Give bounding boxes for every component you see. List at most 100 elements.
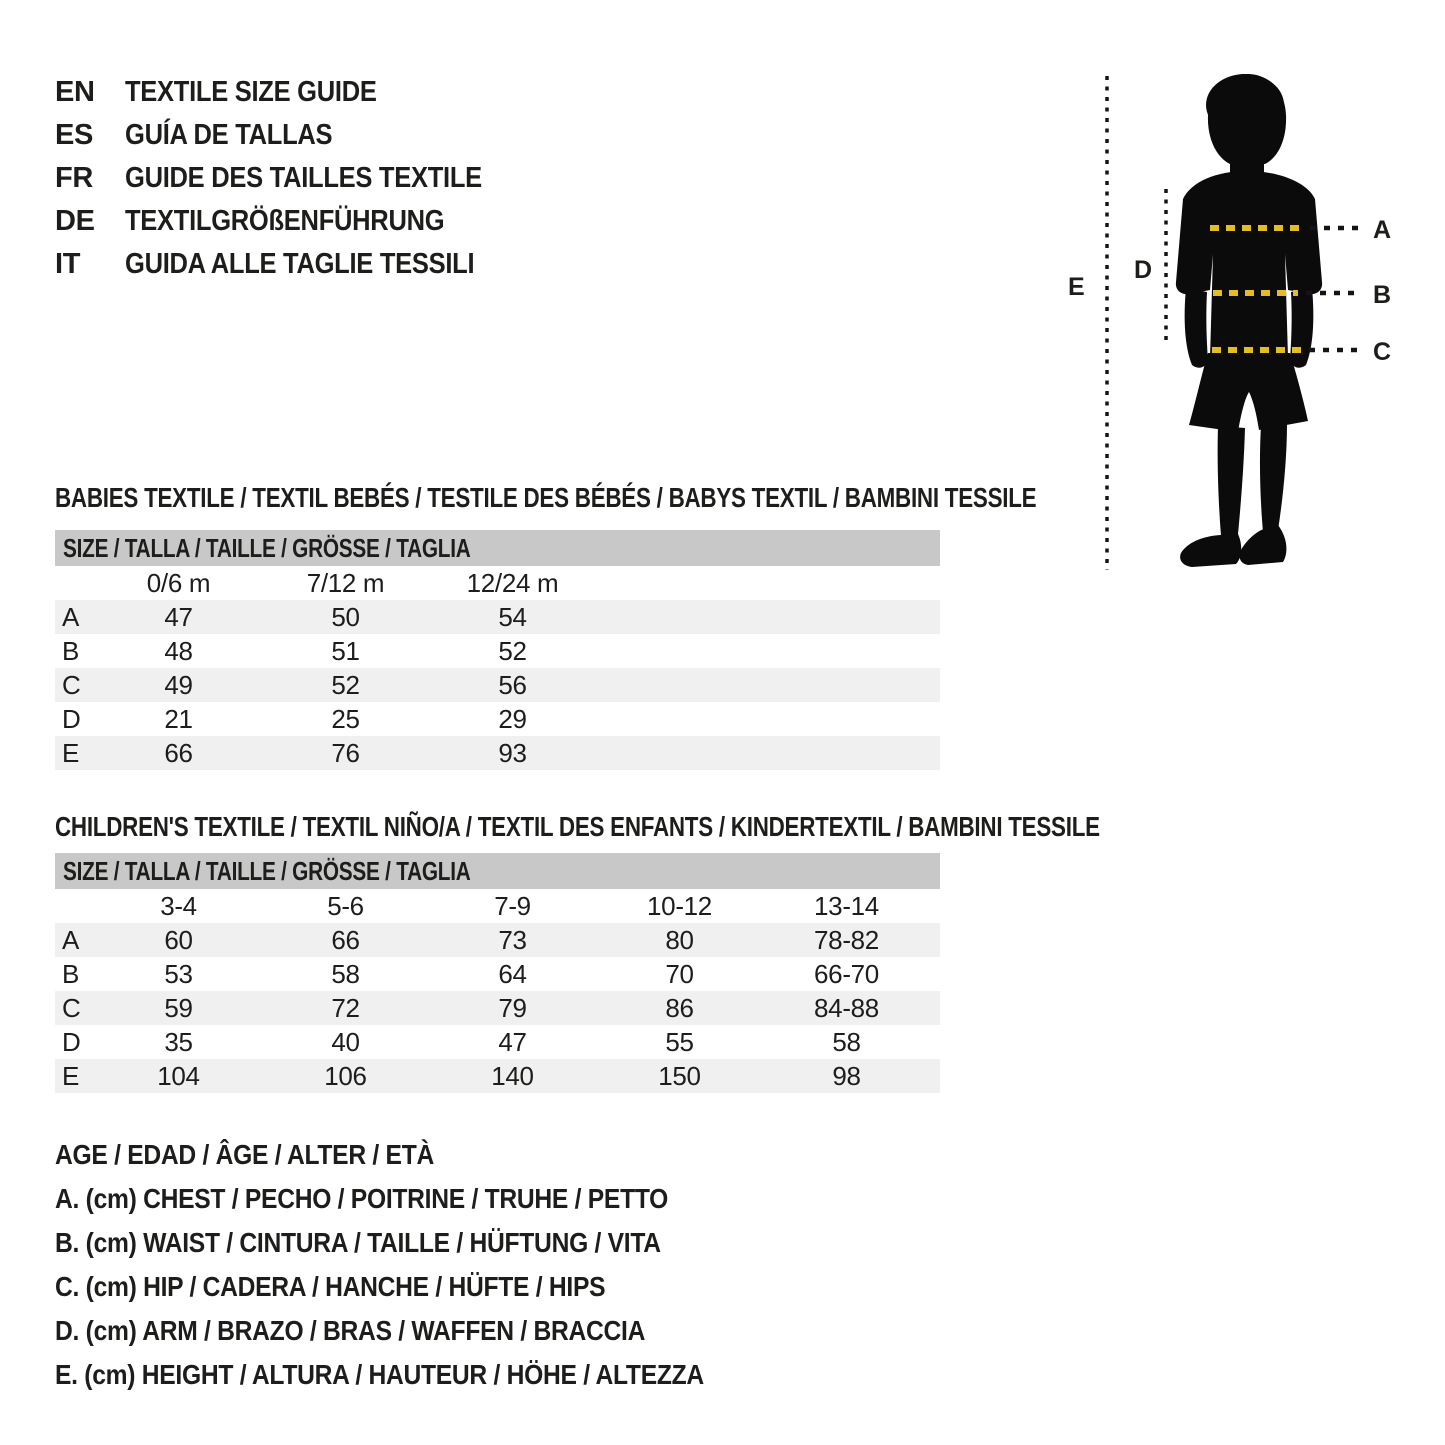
guide-title: GUIDE DES TAILLES TEXTILE — [125, 162, 531, 195]
children-table-value: 80 — [665, 924, 694, 955]
babies-table-body: 0/6 m 7/12 m 12/24 m A 47 50 54 B 48 51 52 C 49 52 56 D… — [55, 566, 940, 770]
children-table-value: 140 — [491, 1060, 534, 1091]
children-table-row: B 53 58 64 70 66-70 — [55, 957, 940, 991]
children-section-title-text: CHILDREN'S TEXTILE / TEXTIL NIÑO/A / TEX… — [55, 811, 1100, 842]
babies-table-row: D 21 25 29 — [55, 702, 940, 736]
guide-title-text: TEXTILGRÖßENFÜHRUNG — [125, 205, 445, 237]
children-table-value: 73 — [498, 924, 527, 955]
row-label: C — [62, 992, 81, 1023]
header-row-it: IT GUIDA ALLE TAGLIE TESSILI — [55, 243, 531, 286]
row-label: D — [62, 1026, 81, 1057]
language-header-block: EN TEXTILE SIZE GUIDE ES GUÍA DE TALLAS … — [55, 71, 531, 286]
header-row-fr: FR GUIDE DES TAILLES TEXTILE — [55, 157, 531, 200]
babies-table-value: 29 — [498, 703, 527, 734]
size-header-text: SIZE / TALLA / TAILLE / GRÖSSE / TAGLIA — [63, 532, 471, 563]
row-label: B — [62, 958, 80, 989]
babies-table-value: 93 — [498, 737, 527, 768]
babies-table-value: 25 — [331, 703, 360, 734]
legend-hip-row: C. (cm) HIP / CADERA / HANCHE / HÜFTE / … — [55, 1265, 792, 1309]
babies-table-row: A 47 50 54 — [55, 600, 940, 634]
children-table-value: 150 — [658, 1060, 701, 1091]
children-table-value: 58 — [832, 1026, 861, 1057]
header-row-de: DE TEXTILGRÖßENFÜHRUNG — [55, 200, 531, 243]
children-size-table: SIZE / TALLA / TAILLE / GRÖSSE / TAGLIA … — [55, 853, 940, 1093]
height-label: E — [1068, 273, 1084, 301]
babies-table-value: 76 — [331, 737, 360, 768]
guide-title-text: TEXTILE SIZE GUIDE — [125, 76, 377, 108]
row-label: E — [62, 737, 80, 768]
babies-table-value: 48 — [164, 635, 193, 666]
guide-title: GUÍA DE TALLAS — [125, 119, 531, 152]
children-table-value: 66-70 — [814, 958, 879, 989]
lang-code: IT — [55, 248, 81, 280]
children-table-value: 55 — [665, 1026, 694, 1057]
legend-chest-row: A. (cm) CHEST / PECHO / POITRINE / TRUHE… — [55, 1177, 792, 1221]
row-label: C — [62, 669, 81, 700]
children-column-header-row: 3-4 5-6 7-9 10-12 13-14 — [55, 889, 940, 923]
header-row-en: EN TEXTILE SIZE GUIDE — [55, 71, 531, 114]
children-table-row: C 59 72 79 86 84-88 — [55, 991, 940, 1025]
guide-title-text: GUIDE DES TAILLES TEXTILE — [125, 162, 482, 194]
babies-table-value: 50 — [331, 601, 360, 632]
children-column-header: 7-9 — [494, 890, 531, 921]
lang-code: ES — [55, 119, 94, 151]
children-table-value: 60 — [164, 924, 193, 955]
children-table-value: 84-88 — [814, 992, 879, 1023]
babies-column-header: 12/24 m — [466, 567, 559, 598]
babies-table-row: B 48 51 52 — [55, 634, 940, 668]
legend-chest-text: A. (cm) CHEST / PECHO / POITRINE / TRUHE… — [55, 1183, 669, 1214]
children-table-row: A 60 66 73 80 78-82 — [55, 923, 940, 957]
babies-column-header: 7/12 m — [306, 567, 385, 598]
legend-arm-text: D. (cm) ARM / BRAZO / BRAS / WAFFEN / BR… — [55, 1315, 646, 1346]
legend-waist-text: B. (cm) WAIST / CINTURA / TAILLE / HÜFTU… — [55, 1227, 661, 1258]
babies-table-value: 56 — [498, 669, 527, 700]
babies-table-value: 51 — [331, 635, 360, 666]
legend-arm-row: D. (cm) ARM / BRAZO / BRAS / WAFFEN / BR… — [55, 1309, 792, 1353]
measurement-legend: AGE / EDAD / ÂGE / ALTER / ETÀ A. (cm) C… — [55, 1133, 792, 1397]
babies-table-value: 47 — [164, 601, 193, 632]
waist-label: B — [1373, 281, 1391, 309]
children-table-row: D 35 40 47 55 58 — [55, 1025, 940, 1059]
guide-title: TEXTILGRÖßENFÜHRUNG — [125, 205, 531, 238]
babies-table-row: C 49 52 56 — [55, 668, 940, 702]
legend-hip-text: C. (cm) HIP / CADERA / HANCHE / HÜFTE / … — [55, 1271, 606, 1302]
children-table-value: 64 — [498, 958, 527, 989]
row-label: E — [62, 1060, 80, 1091]
children-table-value: 47 — [498, 1026, 527, 1057]
legend-height-text: E. (cm) HEIGHT / ALTURA / HAUTEUR / HÖHE… — [55, 1359, 704, 1390]
children-table-value: 72 — [331, 992, 360, 1023]
row-label: A — [62, 601, 80, 632]
babies-table-row: E 66 76 93 — [55, 736, 940, 770]
babies-table-value: 66 — [164, 737, 193, 768]
children-column-header: 5-6 — [327, 890, 364, 921]
lang-code: DE — [55, 205, 95, 237]
children-table-value: 35 — [164, 1026, 193, 1057]
children-table-value: 40 — [331, 1026, 360, 1057]
children-table-row: E 104 106 140 150 98 — [55, 1059, 940, 1093]
hip-label: C — [1373, 338, 1391, 366]
guide-title: TEXTILE SIZE GUIDE — [125, 76, 531, 109]
babies-section-title: BABIES TEXTILE / TEXTIL BEBÉS / TESTILE … — [55, 482, 1282, 514]
children-table-value: 70 — [665, 958, 694, 989]
children-table-value: 66 — [331, 924, 360, 955]
children-column-header: 13-14 — [814, 890, 879, 921]
babies-table-value: 49 — [164, 669, 193, 700]
child-silhouette-figure: A B C D E — [1068, 74, 1391, 570]
babies-table-value: 52 — [331, 669, 360, 700]
legend-height-row: E. (cm) HEIGHT / ALTURA / HAUTEUR / HÖHE… — [55, 1353, 792, 1397]
size-header-text: SIZE / TALLA / TAILLE / GRÖSSE / TAGLIA — [63, 855, 471, 886]
lang-code: FR — [55, 162, 94, 194]
children-table-value: 104 — [157, 1060, 200, 1091]
row-label: B — [62, 635, 80, 666]
measurement-figure: A B C D E — [1040, 58, 1445, 598]
row-label: A — [62, 924, 80, 955]
babies-column-header: 0/6 m — [146, 567, 211, 598]
child-silhouette — [1175, 74, 1323, 567]
babies-size-table: SIZE / TALLA / TAILLE / GRÖSSE / TAGLIA … — [55, 530, 940, 770]
babies-table-value: 52 — [498, 635, 527, 666]
children-column-header: 10-12 — [647, 890, 712, 921]
babies-table-value: 21 — [164, 703, 193, 734]
babies-column-header-row: 0/6 m 7/12 m 12/24 m — [55, 566, 940, 600]
babies-table-value: 54 — [498, 601, 527, 632]
guide-title: GUIDA ALLE TAGLIE TESSILI — [125, 248, 531, 281]
